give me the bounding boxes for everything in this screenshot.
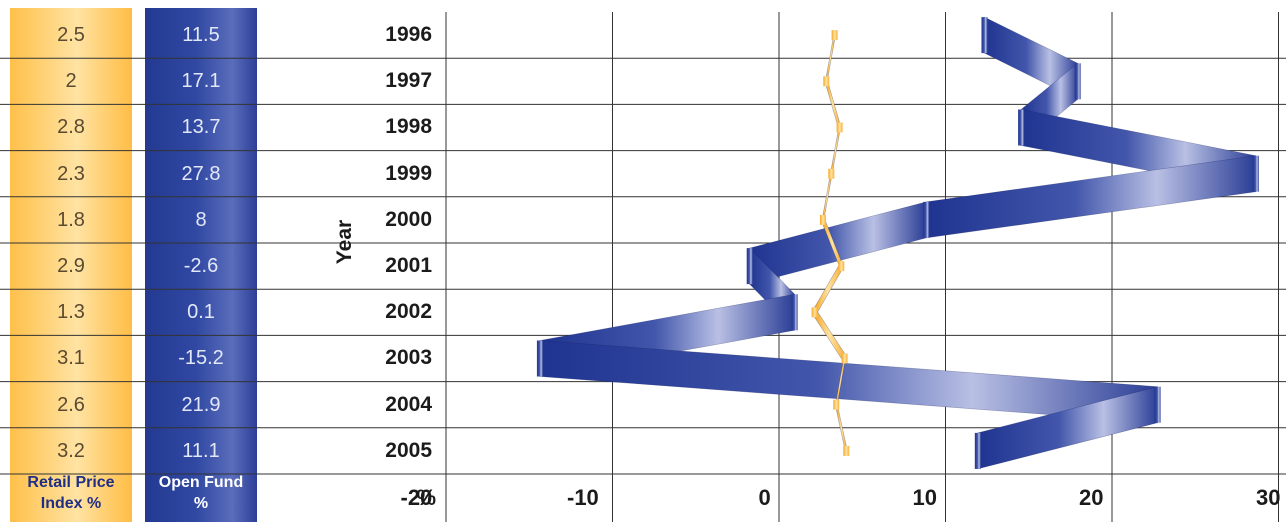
rpi-value-cell: 3.1 xyxy=(57,347,85,370)
rpi-point-2002 xyxy=(811,307,818,318)
open-fund-ribbon xyxy=(536,16,1259,470)
year-label: 2005 xyxy=(385,438,432,462)
year-label: 1997 xyxy=(385,69,432,93)
fund-value-cell: 17.1 xyxy=(181,70,221,93)
fund-header-line2: % xyxy=(193,495,209,512)
x-tick-label: 20 xyxy=(1079,485,1104,510)
rpi-point-1997 xyxy=(823,76,830,87)
fund-value-cell: 11.5 xyxy=(182,24,220,46)
fund-header-line1: Open Fund xyxy=(158,474,244,491)
y-axis-title: Year xyxy=(333,219,356,265)
open-fund-point-2000 xyxy=(923,201,930,238)
x-tick-label: -10 xyxy=(567,485,599,510)
open-fund-point-1997 xyxy=(1074,63,1081,100)
open-fund-point-2003 xyxy=(536,340,543,377)
fund-value-cell: 21.9 xyxy=(181,393,221,416)
rpi-point-1999 xyxy=(828,168,835,179)
rpi-point-2000 xyxy=(819,214,826,225)
rpi-value-cell: 1.8 xyxy=(57,208,85,231)
year-label: 2001 xyxy=(385,254,432,277)
grid-lines xyxy=(0,12,1286,522)
rpi-value-cell: 2.5 xyxy=(57,24,85,46)
x-tick-label: 10 xyxy=(912,485,937,510)
rpi-header-line2: Index % xyxy=(40,495,102,512)
rpi-point-1996 xyxy=(831,30,838,41)
rpi-value-cell: 2.9 xyxy=(57,255,85,277)
year-label: 1996 xyxy=(385,23,432,46)
fund-value-cell: 11.1 xyxy=(182,439,220,462)
x-axis-label: % xyxy=(416,485,436,510)
rpi-point-1998 xyxy=(836,122,843,133)
fund-value-cell: -15.2 xyxy=(178,347,224,370)
year-label: 1998 xyxy=(385,115,432,139)
open-fund-point-2004 xyxy=(1154,386,1161,423)
fund-value-cell: 0.1 xyxy=(187,301,215,324)
open-fund-segment xyxy=(925,155,1257,239)
fund-value-cell: -2.6 xyxy=(183,255,219,277)
fund-value-cell: 8 xyxy=(195,208,207,231)
rpi-header-line1: Retail Price xyxy=(27,474,115,491)
year-label: 2003 xyxy=(385,346,432,370)
open-fund-point-1996 xyxy=(981,17,988,54)
year-label: 2002 xyxy=(385,300,432,324)
fund-value-cell: 27.8 xyxy=(181,162,221,185)
x-tick-label: -20 xyxy=(400,485,433,510)
fund-value-cell: 13.7 xyxy=(181,116,221,139)
x-tick-label: 0 xyxy=(758,485,771,510)
rpi-point-2001 xyxy=(838,261,845,272)
rpi-point-2003 xyxy=(841,353,848,364)
rpi-value-cell: 2.3 xyxy=(57,162,85,185)
x-tick-label: 30 xyxy=(1256,485,1281,510)
rpi-value-cell: 2.6 xyxy=(57,393,85,416)
open-fund-point-1999 xyxy=(1252,155,1259,192)
rpi-point-2005 xyxy=(843,445,850,456)
open-fund-point-1998 xyxy=(1018,109,1025,146)
rpi-value-cell: 3.2 xyxy=(57,439,85,462)
year-label: 1999 xyxy=(385,161,432,185)
rpi-value-cell: 2.8 xyxy=(57,116,85,139)
open-fund-point-2002 xyxy=(791,294,798,331)
rpi-value-cell: 2 xyxy=(65,70,77,93)
rpi-point-2004 xyxy=(833,399,840,410)
open-fund-column: Open Fund % 11.5 17.1 13.7 27.8 8 -2.6 0.1 -15.… xyxy=(145,8,257,522)
retail-price-index-ribbon xyxy=(811,30,850,456)
retail-price-index-column: Retail Price Index % 2.5 2 2.8 2.3 1.8 2.9 1.3… xyxy=(10,8,132,522)
rpi-value-cell: 1.3 xyxy=(57,301,85,324)
year-label: 2004 xyxy=(385,392,432,416)
open-fund-point-2005 xyxy=(974,432,981,469)
year-label: 2000 xyxy=(385,207,432,231)
open-fund-point-2001 xyxy=(746,248,753,285)
